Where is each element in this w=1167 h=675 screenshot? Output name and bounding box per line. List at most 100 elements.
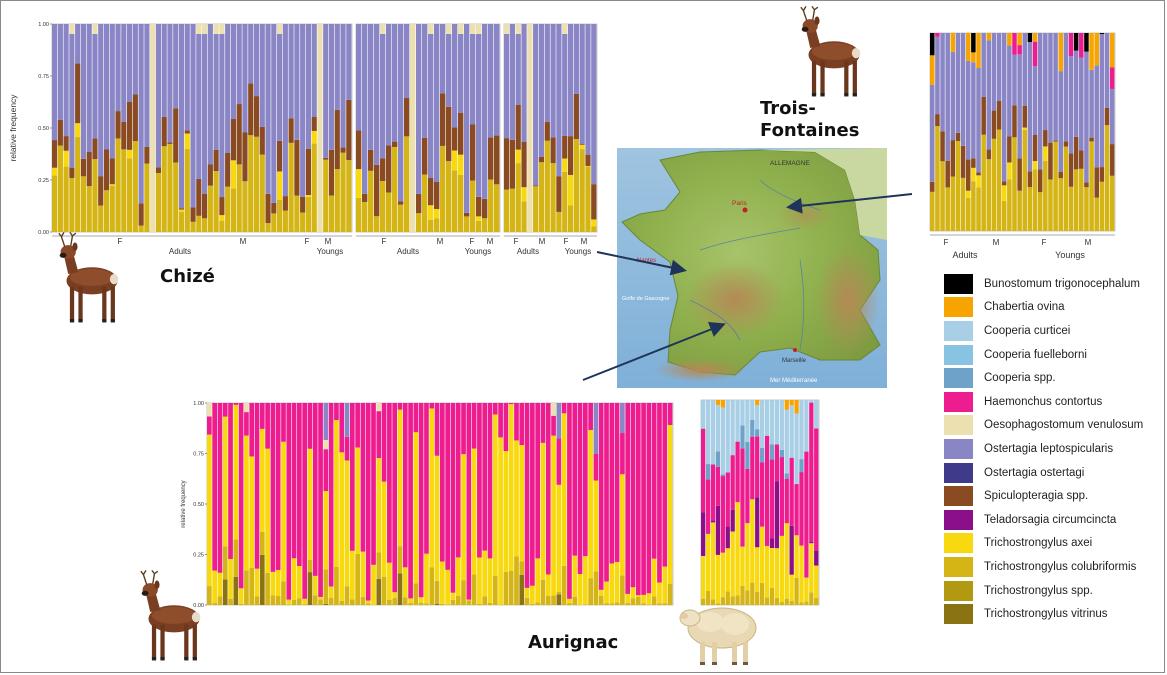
bar-segment [317, 24, 323, 232]
bar-segment [755, 497, 760, 548]
bar-segment [784, 598, 789, 605]
bar-segment [750, 419, 755, 437]
bar-segment [1027, 171, 1033, 188]
bar-segment [305, 195, 312, 197]
bar-segment [950, 176, 956, 231]
bar-segment [381, 403, 387, 482]
bar-segment [244, 403, 249, 413]
roe-deer-shape [851, 48, 861, 59]
bar-segment [144, 147, 150, 164]
bar-segment [641, 603, 646, 605]
bar-segment [609, 603, 615, 605]
bar-segment [458, 154, 464, 175]
bar-segment [277, 24, 283, 34]
bar-segment [530, 603, 535, 605]
bar-segment [705, 590, 711, 605]
bar-segment [103, 190, 110, 232]
y-tick-label: 0.00 [38, 230, 49, 236]
roe-deer-shape [160, 624, 165, 659]
bar-segment [935, 126, 940, 231]
bar-segment [657, 403, 662, 583]
bar-segment [277, 199, 283, 232]
bar-segment [515, 149, 521, 164]
roe-deer-shape [160, 657, 165, 661]
bar-segment [127, 102, 133, 150]
bar-segment [567, 403, 572, 599]
bar-segment [533, 186, 539, 232]
bar-segment [551, 415, 556, 436]
bar-segment [207, 403, 212, 417]
bar-segment [527, 24, 533, 232]
bar-segment [809, 541, 814, 544]
bar-segment [930, 181, 935, 192]
bar-segment [720, 400, 725, 408]
bar-segment [588, 403, 593, 431]
bar-segment [1094, 197, 1099, 231]
bar-segment [760, 526, 765, 583]
bar-segment [630, 587, 636, 599]
bar-segment [213, 24, 219, 34]
bar-segment [225, 153, 231, 187]
bar-segment [445, 403, 450, 570]
bar-segment [446, 33, 452, 107]
bar-segment [604, 581, 609, 604]
bar-segment [1063, 146, 1069, 231]
bar-segment [799, 459, 804, 473]
bar-segment [380, 158, 386, 182]
bar-segment [1094, 33, 1099, 66]
bar-segment [297, 403, 302, 567]
bar-segment [514, 556, 519, 605]
bar-segment [1104, 107, 1110, 126]
legend: Bunostomum trigonocephalum Chabertia ovin… [944, 272, 1159, 626]
bar-segment [127, 149, 133, 159]
legend-item: Ostertagia leptospicularis [944, 437, 1159, 461]
bar-segment [725, 526, 730, 549]
bar-segment [533, 185, 539, 187]
bar-segment [784, 409, 789, 474]
bar-segment [155, 167, 162, 174]
bar-segment [98, 176, 104, 206]
bar-segment [387, 599, 392, 605]
legend-label: Ostertagia ostertagi [984, 466, 1085, 479]
bar-segment [196, 178, 202, 216]
bar-segment [981, 33, 986, 97]
bar-segment [294, 195, 300, 232]
bar-segment [662, 403, 668, 567]
bar-segment [604, 603, 609, 605]
bar-segment [562, 158, 568, 172]
bar-segment [620, 403, 625, 434]
roe-deer-shape [184, 624, 189, 659]
map-france: ALLEMAGNE Paris Nantes Marseille Mer Méd… [617, 148, 887, 388]
bar-segment [614, 403, 620, 562]
bar-segment [392, 592, 398, 599]
bar-segment [764, 400, 770, 436]
bar-segment [323, 24, 329, 158]
bar-segment [794, 577, 799, 605]
bar-segment [799, 472, 804, 546]
bar-segment [270, 571, 276, 596]
bar-segment [92, 33, 98, 139]
bar-segment [230, 160, 237, 189]
bar-segment [392, 24, 398, 142]
bar-segment [1109, 144, 1115, 176]
bar-segment [380, 181, 386, 232]
bar-segment [556, 403, 562, 439]
bar-segment [701, 512, 706, 556]
bar-segment [98, 205, 104, 232]
bar-segment [429, 567, 435, 605]
bar-segment [434, 209, 440, 219]
bar-segment [814, 428, 819, 551]
roe-deer-shape [151, 606, 197, 624]
bar-segment [458, 112, 464, 155]
bar-segment [591, 184, 597, 220]
bar-segment [219, 220, 225, 232]
bar-segment [482, 550, 488, 597]
bar-segment [1027, 33, 1033, 42]
legend-item: Cooperia spp. [944, 366, 1159, 390]
bar-segment [1048, 179, 1053, 231]
legend-item: Chabertia ovina [944, 296, 1159, 320]
bar-segment [715, 451, 721, 467]
bar-segment [521, 141, 527, 188]
bar-segment [328, 586, 334, 598]
